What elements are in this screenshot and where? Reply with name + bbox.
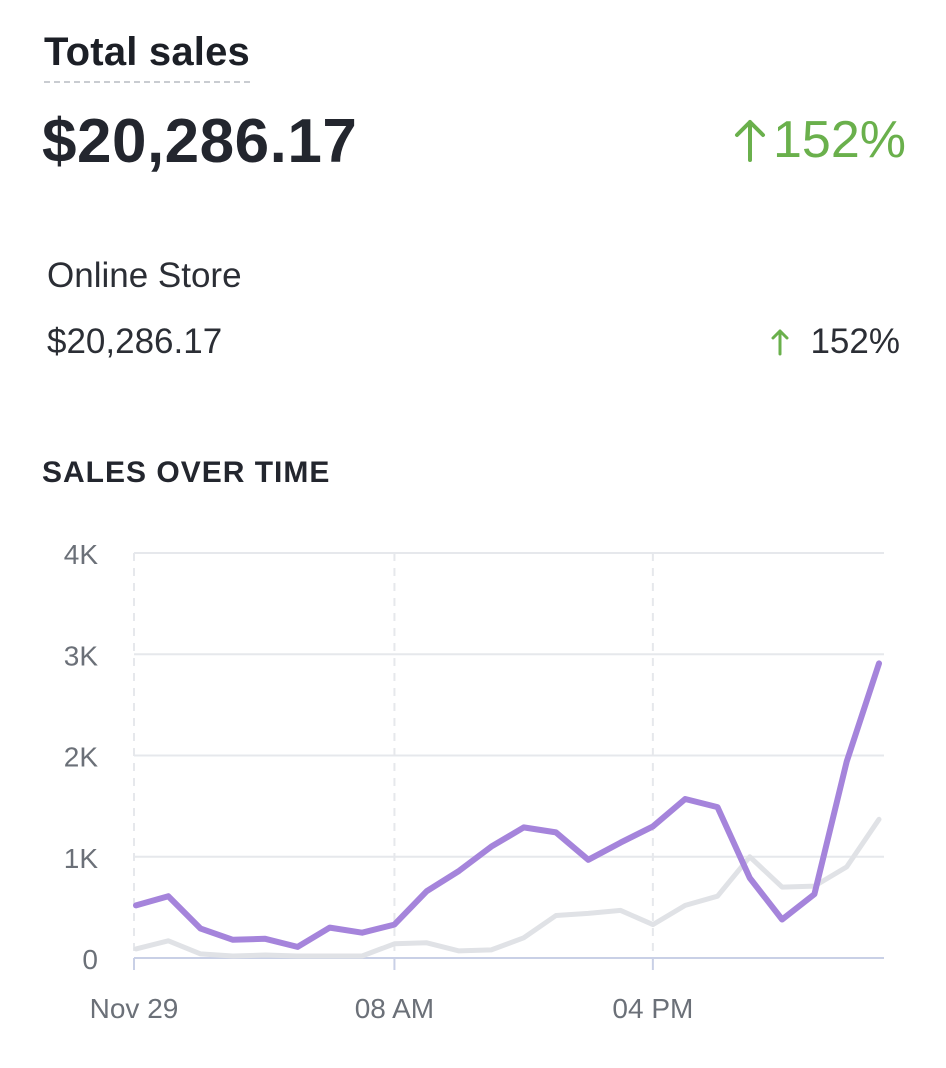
x-tick-label: Nov 29 (90, 993, 179, 1024)
y-tick-label: 0 (82, 944, 98, 975)
current-period-line (133, 660, 882, 950)
total-sales-value: $20,286.17 (42, 107, 358, 176)
arrow-up-icon (771, 329, 789, 356)
channel-name: Online Store (47, 256, 242, 295)
total-change-value: 152% (773, 111, 906, 169)
x-tick-label: 04 PM (612, 993, 693, 1024)
chart-title: SALES OVER TIME (42, 456, 331, 489)
channel-value: $20,286.17 (47, 322, 223, 361)
page-title[interactable]: Total sales (44, 30, 250, 83)
y-tick-label: 4K (64, 539, 99, 570)
sales-over-time-chart: 4K 3K 2K 1K 0 Nov 29 08 AM 04 PM (64, 539, 884, 1024)
channel-change: 152% (770, 322, 900, 362)
x-tick-label: 08 AM (355, 993, 434, 1024)
y-tick-label: 3K (64, 640, 99, 671)
arrow-up-icon (735, 120, 765, 162)
y-tick-label: 2K (64, 742, 99, 773)
y-tick-label: 1K (64, 843, 99, 874)
channel-change-value: 152% (810, 322, 900, 361)
total-change-badge: 152% (733, 110, 906, 170)
previous-period-line (133, 816, 882, 959)
